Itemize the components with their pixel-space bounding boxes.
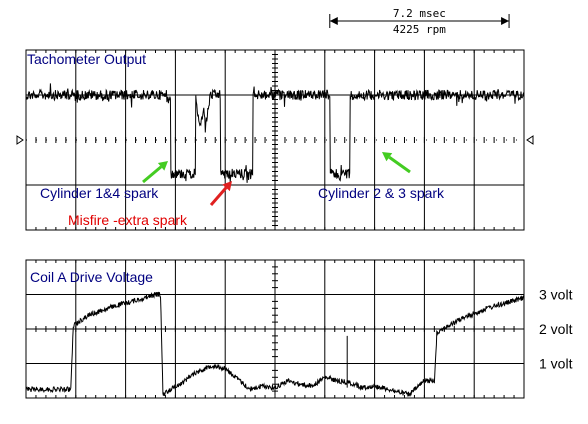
coil-voltage-title: Coil A Drive Voltage [30, 269, 153, 285]
ground-marker-left-icon [16, 135, 24, 145]
spark-arrow-cyl14-icon [142, 161, 168, 184]
rpm-label: 4225 rpm [393, 23, 446, 36]
arrow-head [382, 152, 393, 162]
arrow-shaft [142, 165, 163, 184]
measurement-left-arrow-icon [329, 17, 338, 25]
level-label-1-volt: 1 volt [539, 356, 573, 372]
level-label-2-volt: 2 volt [539, 321, 573, 337]
annotation-misfire: Misfire -extra spark [68, 212, 188, 228]
annotation-cylinder-1-4: Cylinder 1&4 spark [40, 185, 159, 201]
coil-voltage-trace [25, 291, 525, 397]
arrow-shaft [209, 186, 228, 206]
coil-voltage-panel: Coil A Drive Voltage 3 volt 2 volt 1 vol… [25, 259, 573, 399]
arrow-head [222, 181, 232, 192]
measurement-right-arrow-icon [501, 17, 510, 25]
tachometer-grid [25, 49, 525, 231]
arrow-head [157, 161, 168, 171]
period-label: 7.2 msec [393, 7, 446, 20]
arrow-shaft [388, 156, 411, 174]
level-label-3-volt: 3 volt [539, 287, 573, 303]
ground-marker-right-icon [526, 135, 534, 145]
coil-voltage-grid [25, 259, 525, 399]
annotation-cylinder-2-3: Cylinder 2 & 3 spark [318, 185, 445, 201]
tachometer-trace [25, 83, 525, 183]
tachometer-panel: Tachometer Output Cylinder 1&4 spark Mis… [16, 49, 534, 231]
period-measurement: 7.2 msec 4225 rpm [329, 7, 510, 36]
spark-arrow-cyl23-icon [382, 152, 411, 174]
misfire-arrow-icon [209, 181, 232, 206]
tachometer-title: Tachometer Output [27, 51, 146, 67]
